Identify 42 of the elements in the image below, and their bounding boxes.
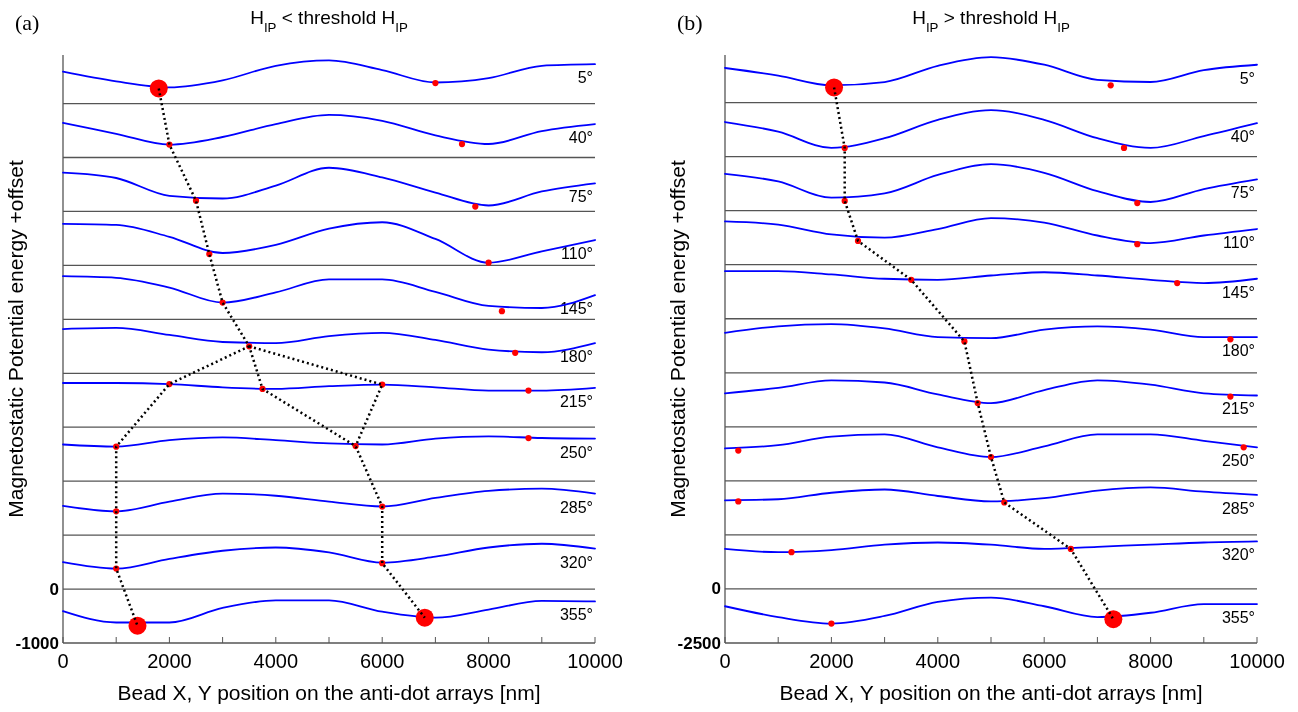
series-label: 5° [1239, 69, 1255, 87]
series-label: 355° [1221, 609, 1255, 627]
x-tick-label: 6000 [1021, 650, 1067, 672]
series-label: 355° [559, 606, 593, 624]
y-axis-title: Magnetostatic Potential energy +offset [666, 160, 689, 518]
series-label: 180° [1221, 342, 1255, 360]
x-tick-label: 10000 [1229, 650, 1285, 672]
series-label: 145° [559, 300, 593, 318]
y-tick-label: -2500 [677, 633, 721, 653]
x-tick-label: 2000 [809, 650, 854, 672]
series-label: 285° [1221, 499, 1255, 517]
x-tick-label: 2000 [147, 650, 192, 672]
y-axis-title: Magnetostatic Potential energy +offset [4, 160, 27, 518]
text: (a) [15, 10, 40, 35]
x-axis-title: Bead X, Y position on the anti-dot arrays [nm] [779, 681, 1203, 704]
series-label: 250° [559, 443, 593, 461]
series-label: 145° [1221, 283, 1255, 301]
x-axis-title: Bead X, Y position on the anti-dot arrays [nm] [117, 681, 541, 704]
y-tick-label: -1000 [15, 633, 59, 653]
x-tick-label: 8000 [1128, 650, 1173, 672]
x-tick-label: 6000 [359, 650, 405, 672]
series-label: 215° [1221, 400, 1255, 418]
chart-title: H$_{IP}$ > threshold H$_{IP}$ [912, 7, 1070, 35]
series-label: 215° [559, 392, 593, 410]
series-label: 180° [559, 348, 593, 366]
x-tick-label: 10000 [567, 650, 623, 672]
series-label: 75° [568, 188, 593, 206]
x-tick-label: 8000 [466, 650, 511, 672]
text: (b) [677, 10, 703, 35]
series-label: 320° [1221, 546, 1255, 564]
series-label: 285° [559, 498, 593, 516]
series-label: 40° [1230, 128, 1255, 146]
series-label: 40° [568, 129, 593, 147]
series-label: 5° [577, 69, 593, 87]
chart-title: H$_{IP}$ < threshold H$_{IP}$ [250, 7, 408, 35]
x-tick-label: 4000 [915, 650, 961, 672]
series-label: 75° [1230, 184, 1255, 202]
series-label: 250° [1221, 452, 1255, 470]
x-tick-label: 4000 [253, 650, 299, 672]
series-label: 110° [561, 245, 593, 263]
series-label: 320° [559, 553, 593, 571]
series-label: 110° [1223, 234, 1255, 252]
